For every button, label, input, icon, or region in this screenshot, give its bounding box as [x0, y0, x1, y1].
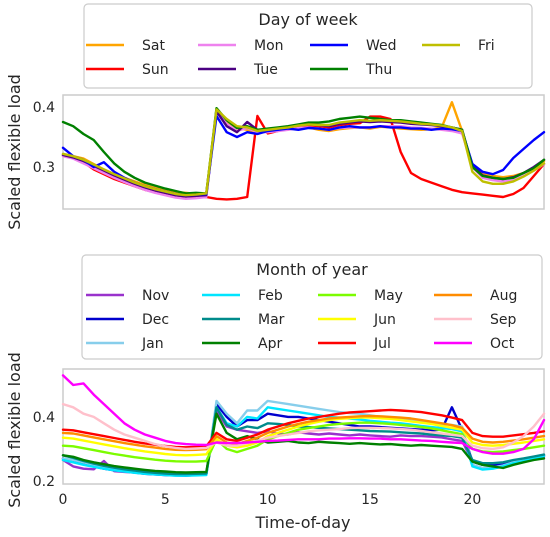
series-line-oct [61, 374, 546, 455]
legend-label-apr: Apr [258, 336, 282, 352]
legend-label-jun: Jun [373, 312, 396, 328]
legend-title: Day of week [258, 10, 358, 29]
x-tick-label: 0 [59, 492, 68, 508]
y-axis-label: Scaled flexible load [5, 352, 24, 508]
y-tick-label: 0.2 [33, 474, 55, 490]
series-lines-day-of-week [61, 100, 546, 201]
chart-day-of-week: Day of week Sat Sun Mon Tue Wed Thu Fri 0.3 0.4… [5, 3, 546, 230]
legend-box-day-of-week [83, 3, 533, 89]
y-tick-label: 0.4 [33, 410, 55, 426]
legend-label-thu: Thu [365, 62, 392, 78]
x-tick-label: 15 [361, 492, 379, 508]
axis-ticks-day-of-week: 0.3 0.4 [33, 100, 55, 176]
legend-label-sat: Sat [142, 38, 165, 54]
legend-label-wed: Wed [366, 38, 397, 54]
y-tick-label: 0.4 [33, 100, 55, 116]
legend-label-tue: Tue [253, 62, 278, 78]
series-line-jun [61, 416, 546, 457]
series-line-fri [61, 108, 546, 197]
x-tick-label: 20 [463, 492, 481, 508]
legend-label-jan: Jan [141, 336, 164, 352]
y-tick-label: 0.3 [33, 160, 55, 176]
series-line-jul [61, 408, 546, 449]
plot-frame-month-of-year [62, 368, 545, 485]
legend-month-of-year: Nov Dec Jan Feb Mar Apr May Jun Jul Aug Sep Oct [86, 288, 517, 352]
series-lines-month-of-year [61, 374, 546, 477]
legend-label-mar: Mar [258, 312, 285, 328]
x-axis-label: Time-of-day [255, 513, 351, 532]
legend-box-month-of-year [81, 254, 543, 360]
x-tick-label: 5 [161, 492, 170, 508]
legend-label-nov: Nov [142, 288, 169, 304]
legend-label-sun: Sun [142, 62, 169, 78]
plot-frame-day-of-week [62, 94, 545, 210]
legend-title: Month of year [256, 260, 368, 279]
y-axis-label: Scaled flexible load [5, 74, 24, 230]
legend-label-oct: Oct [490, 336, 515, 352]
legend-label-mon: Mon [254, 38, 284, 54]
series-line-aug [61, 414, 546, 452]
series-line-sep [61, 402, 546, 451]
legend-label-sep: Sep [490, 312, 517, 328]
legend-label-may: May [374, 288, 403, 304]
series-line-mar [61, 406, 546, 476]
series-line-apr [61, 412, 546, 474]
legend-label-dec: Dec [142, 312, 169, 328]
series-line-sat [61, 100, 546, 196]
axis-ticks-month-of-year: 0.2 0.4 0 5 10 15 20 [33, 410, 482, 508]
legend-label-feb: Feb [258, 288, 283, 304]
chart-month-of-year: Month of year Nov Dec Jan Feb Mar Apr May Jun Ju… [5, 254, 546, 532]
legend-day-of-week: Sat Sun Mon Tue Wed Thu Fri [86, 38, 495, 78]
x-tick-label: 10 [259, 492, 277, 508]
legend-label-jul: Jul [373, 336, 391, 352]
legend-label-aug: Aug [490, 288, 517, 304]
legend-label-fri: Fri [478, 38, 495, 54]
